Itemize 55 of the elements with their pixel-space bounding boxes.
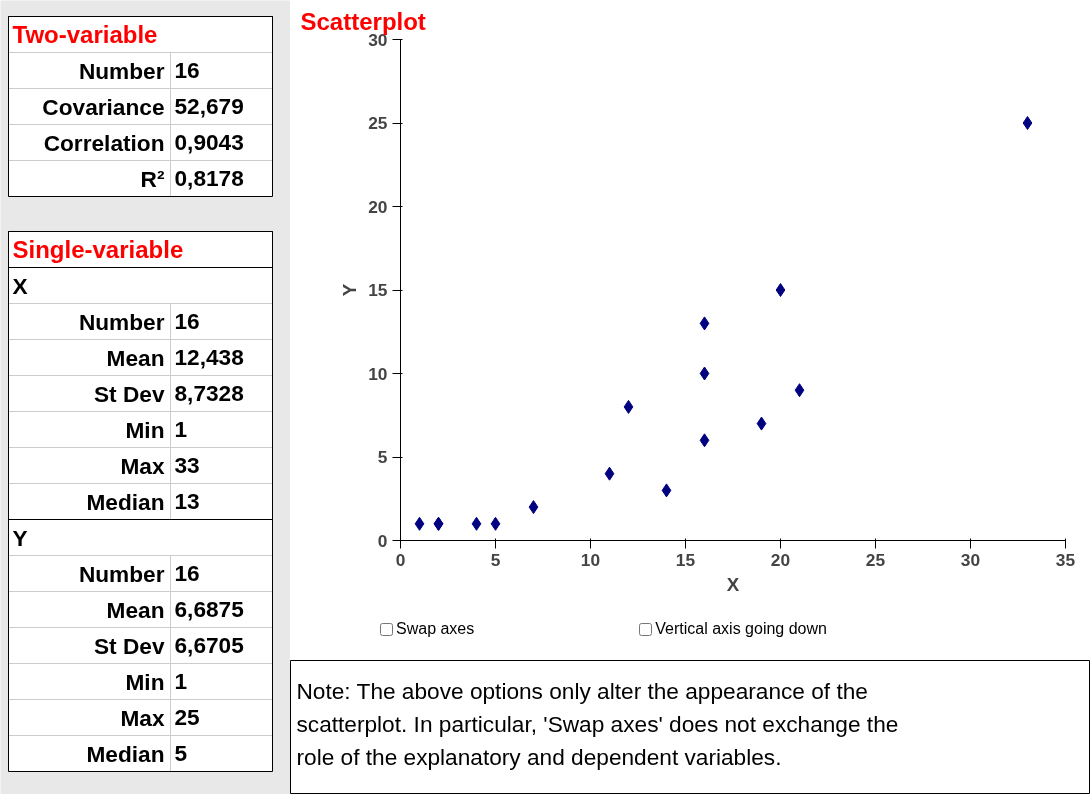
x-tick-label: 15 [675,549,696,570]
text: 6,6705 [174,632,244,658]
text: 12,438 [174,344,244,370]
text: Note: The above options only alter the appearance of the scatterplot. In particular, 'Swap axes' does not exchange the role of the explanatory and dependent variables. [296,677,899,770]
x-axis-title: X [726,573,740,595]
category-label: Min [125,668,165,695]
text: Two-variable [12,21,158,48]
category-label: Mean [106,344,165,371]
x-tick-label: 25 [865,549,886,570]
text: 25 [174,704,200,730]
category-label: Covariance [42,93,165,120]
y-tick-label: 10 [368,363,388,384]
text: 52,679 [174,93,244,119]
x-tick-label: 5 [490,549,501,570]
x-tick-label: 35 [1055,549,1076,570]
text: Single-variable [12,236,184,263]
category-label: Number [78,308,165,335]
y-tick-label: 20 [368,196,388,217]
text: 5 [174,740,188,766]
text: Swap axes [396,620,475,637]
category-label: Correlation [43,129,165,156]
y-tick-label: 5 [377,447,388,467]
category-label: X [12,272,28,299]
text: 6,6875 [174,596,244,622]
x-tick-label: 20 [770,549,791,570]
category-label: R² [140,165,165,192]
x-tick-label: 10 [580,549,601,570]
x-tick-label: 30 [960,549,981,570]
text: 0,8178 [174,165,244,191]
y-tick-label: 25 [368,113,388,133]
y-tick-label: 0 [377,530,388,551]
text: 33 [174,452,200,478]
text: 0,9043 [174,129,244,155]
text: 16 [174,308,200,334]
category-label: Number [78,560,165,587]
category-label: Median [86,488,165,515]
text: 8,7328 [174,380,244,406]
category-label: Mean [106,596,165,623]
text: 16 [174,57,200,83]
category-label: Y [12,524,28,551]
text: 1 [174,416,188,442]
y-tick-label: 15 [368,280,388,300]
category-label: St Dev [93,380,165,407]
category-label: Max [120,452,165,479]
text: 13 [174,488,200,514]
y-axis-title: Y [339,283,361,297]
text: 16 [174,560,200,586]
category-label: Max [120,704,165,731]
x-tick-label: 0 [395,549,406,570]
category-label: Median [86,740,165,767]
text: 1 [174,668,188,694]
text: Vertical axis going down [655,620,827,637]
category-label: Number [78,57,165,84]
category-label: St Dev [93,632,165,659]
category-label: Min [125,416,165,443]
